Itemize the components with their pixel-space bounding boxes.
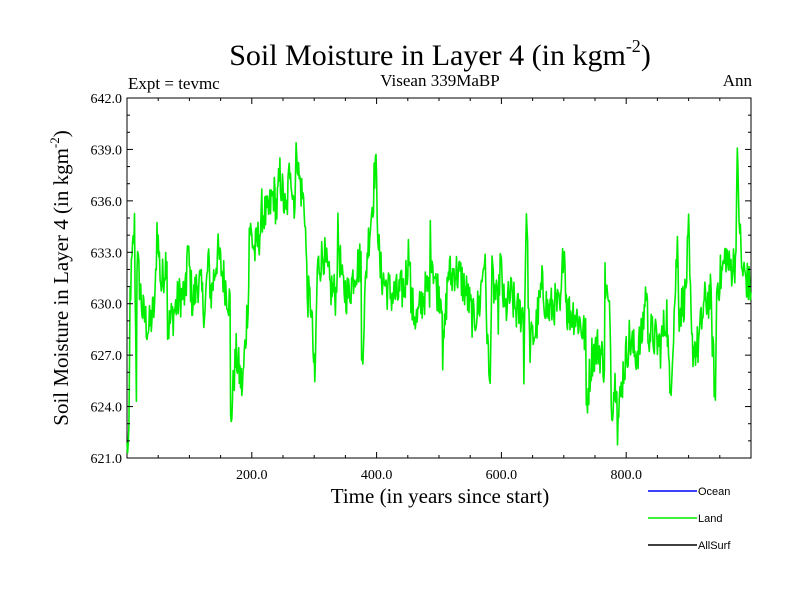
- y-tick-label: 624.0: [91, 401, 123, 416]
- x-tick-label: 400.0: [361, 468, 393, 483]
- y-tick-label: 633.0: [91, 246, 123, 261]
- legend-label-land: Land: [698, 513, 722, 525]
- y-tick-label: 630.0: [91, 298, 123, 313]
- y-tick-label: 639.0: [91, 143, 123, 158]
- x-tick-label: 200.0: [236, 468, 268, 483]
- legend-label-ocean: Ocean: [698, 486, 730, 498]
- y-axis-label: Soil Moisture in Layer 4 (in kgm-2): [47, 130, 73, 425]
- y-tick-label: 642.0: [91, 92, 123, 107]
- chart: Soil Moisture in Layer 4 (in kgm-2) Expt…: [0, 0, 800, 600]
- chart-title: Soil Moisture in Layer 4 (in kgm-2): [229, 36, 651, 72]
- y-tick-label: 621.0: [91, 452, 123, 467]
- legend: Ocean Land AllSurf: [648, 486, 731, 552]
- subtitle-left: Expt = tevmc: [128, 74, 220, 93]
- plot-frame: [127, 98, 751, 458]
- legend-label-allsurf: AllSurf: [698, 540, 731, 552]
- subtitle-center: Visean 339MaBP: [380, 71, 499, 90]
- x-axis-label: Time (in years since start): [331, 484, 550, 508]
- subtitle-right: Ann: [723, 71, 753, 90]
- x-tick-label: 800.0: [610, 468, 642, 483]
- y-tick-label: 627.0: [91, 349, 123, 364]
- y-tick-label: 636.0: [91, 195, 123, 210]
- x-tick-label: 600.0: [486, 468, 518, 483]
